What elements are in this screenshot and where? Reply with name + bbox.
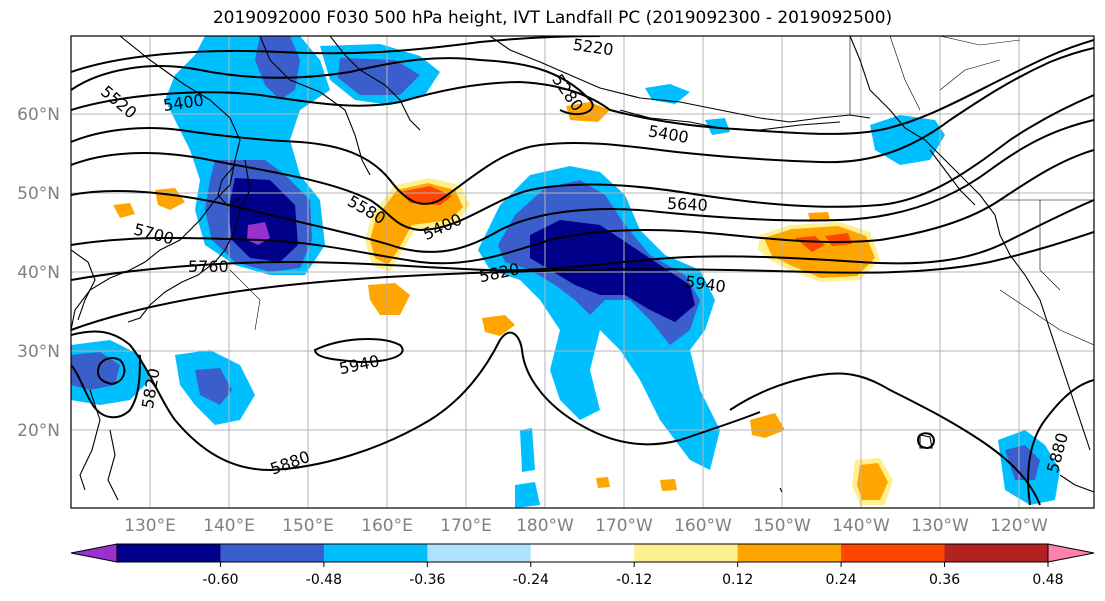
contour-label: 5880 xyxy=(268,447,313,479)
colorbar-tick-label: -0.36 xyxy=(409,572,445,588)
contour-label: 5580 xyxy=(344,191,389,228)
contour-label: 5760 xyxy=(188,257,229,276)
lon-label: 170°W xyxy=(595,516,653,536)
colorbar-segment xyxy=(427,544,532,562)
lon-label: 140°W xyxy=(832,516,890,536)
colorbar-segment xyxy=(841,544,946,562)
lon-label: 160°E xyxy=(361,516,413,536)
colorbar-segment xyxy=(944,544,1049,562)
political-borders xyxy=(229,36,1094,346)
map-frame xyxy=(70,35,1095,509)
colorbar-segment xyxy=(220,544,325,562)
colorbar-tick-label: -0.24 xyxy=(513,572,549,588)
colorbar-segment xyxy=(323,544,428,562)
contour-label: 5880 xyxy=(1043,431,1072,475)
latitude-labels: 60°N 50°N 40°N 30°N 20°N xyxy=(17,105,60,441)
colorbar-tick-label: -0.12 xyxy=(616,572,652,588)
lat-label: 60°N xyxy=(17,105,60,125)
colorbar-segment xyxy=(530,544,635,562)
lat-label: 40°N xyxy=(17,263,60,283)
contour-label: 5700 xyxy=(132,220,176,249)
colorbar-tick-label: 0.24 xyxy=(826,572,857,588)
colorbar-extend-min xyxy=(70,543,118,563)
colorbar: -0.60 -0.48 -0.36 -0.24 -0.12 0.12 0.24 0.36 0.4… xyxy=(70,543,1095,588)
map-panel: 5220 5280 5400 5400 5400 5520 5580 5640 … xyxy=(71,35,1094,508)
lat-label: 50°N xyxy=(17,184,60,204)
colorbar-tick-label: -0.60 xyxy=(202,572,238,588)
lon-label: 180°W xyxy=(516,516,574,536)
lon-label: 160°W xyxy=(674,516,732,536)
colorbar-segment xyxy=(737,544,842,562)
colorbar-tick-label: 0.12 xyxy=(722,572,753,588)
longitude-labels: 130°E 140°E 150°E 160°E 170°E 180°W 170°… xyxy=(124,516,1048,536)
lat-label: 20°N xyxy=(17,421,60,441)
contour-label: 5640 xyxy=(667,194,709,215)
lat-label: 30°N xyxy=(17,342,60,362)
contour-label: 5820 xyxy=(477,259,521,286)
colorbar-tick-label: 0.48 xyxy=(1032,572,1063,588)
ivt-positive-shading xyxy=(113,102,893,505)
lon-label: 150°W xyxy=(753,516,811,536)
colorbar-extend-max xyxy=(1047,543,1095,563)
colorbar-segment xyxy=(634,544,739,562)
lon-label: 130°E xyxy=(124,516,176,536)
colorbar-segment xyxy=(117,544,221,562)
lon-label: 130°W xyxy=(911,516,969,536)
colorbar-tick-label: 0.36 xyxy=(929,572,960,588)
colorbar-frame xyxy=(116,543,1049,563)
colorbar-tick-label: -0.48 xyxy=(306,572,342,588)
lon-label: 120°W xyxy=(990,516,1048,536)
height-contours xyxy=(71,36,1094,506)
map-title: 2019092000 F030 500 hPa height, IVT Land… xyxy=(212,8,893,28)
contour-label: 5220 xyxy=(572,35,615,59)
lon-label: 170°E xyxy=(440,516,492,536)
lon-label: 140°E xyxy=(203,516,255,536)
lon-label: 150°E xyxy=(282,516,334,536)
contour-label: 5940 xyxy=(337,351,381,378)
